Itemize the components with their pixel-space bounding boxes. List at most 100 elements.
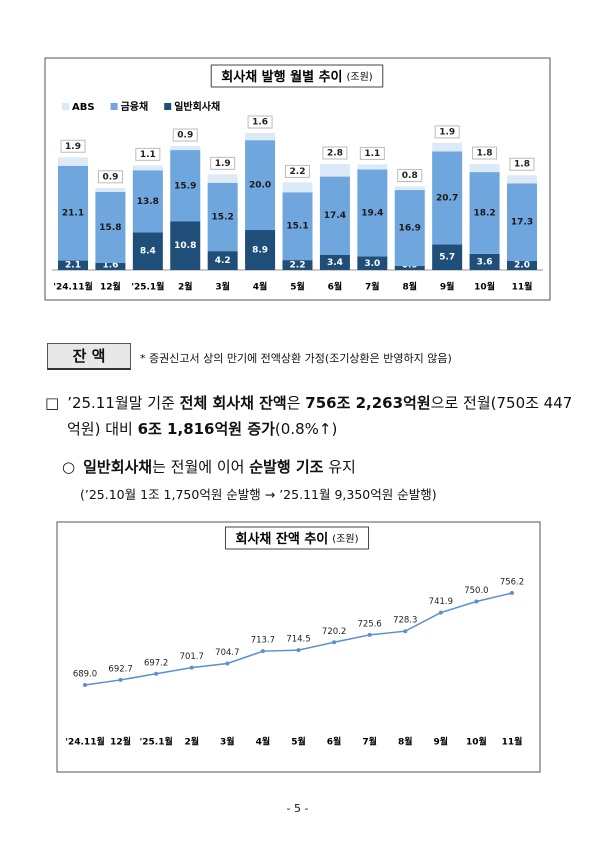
x-tick-label: 4월	[253, 281, 268, 293]
point	[438, 610, 443, 615]
legend-swatch	[110, 103, 118, 110]
bar-segment	[319, 163, 350, 177]
title-unit: (조원)	[347, 71, 373, 83]
bar-segment	[132, 232, 163, 270]
value-label: 1.8	[477, 148, 493, 158]
x-tick-label: 11월	[512, 281, 533, 293]
x-tick-label: 11월	[502, 736, 523, 748]
value-label: 3.0	[364, 259, 380, 269]
value-label: 1.9	[215, 159, 231, 169]
value-label: 1.9	[65, 142, 81, 152]
point	[367, 632, 372, 637]
x-tick-label: 7월	[365, 281, 380, 293]
x-tick-label: 2월	[178, 281, 193, 293]
label-box	[97, 170, 123, 184]
bar-segment	[95, 262, 126, 270]
value-label: 2.8	[327, 148, 343, 158]
point	[154, 671, 159, 676]
label-box	[60, 139, 86, 153]
value-label: 756.2	[500, 578, 524, 588]
section-label: 잔 액	[47, 343, 131, 370]
value-label: 15.2	[212, 212, 234, 222]
value-label: 725.6	[357, 619, 381, 629]
value-label: 692.7	[108, 664, 132, 674]
bar-segment	[319, 176, 350, 255]
x-tick-label: '24.11월	[65, 736, 105, 748]
text-run: 전체 회사채 잔액	[179, 394, 287, 412]
bullet: □	[45, 394, 60, 412]
value-label: 3.4	[327, 258, 343, 268]
bar-segment	[507, 175, 537, 184]
text-run: 6조 1,816억원 증가	[137, 420, 275, 438]
bar-segment	[357, 169, 388, 257]
value-label: 15.8	[99, 223, 121, 233]
text-run: 은	[286, 394, 306, 412]
bar-segment	[507, 183, 537, 262]
value-label: 5.7	[439, 253, 455, 263]
value-label: 689.0	[73, 670, 97, 680]
bar-segment	[469, 172, 500, 254]
label-box	[359, 146, 385, 160]
point	[118, 677, 123, 682]
value-label: 1.8	[514, 160, 530, 170]
x-tick-label: 6월	[328, 281, 343, 293]
legend-swatch	[62, 103, 69, 110]
bar-segment	[207, 182, 238, 252]
x-tick-label: 4월	[256, 736, 271, 748]
x-tick-label: 10월	[474, 281, 495, 293]
text-run: (’25.10월 1조 1,750억원 순발행 → ’25.11월 9,350억…	[80, 487, 437, 502]
label-box	[247, 115, 273, 129]
point	[189, 665, 194, 670]
value-label: 0.9	[102, 172, 118, 182]
text-run: 유지	[323, 458, 356, 476]
value-label: 720.2	[322, 627, 346, 637]
label-box	[397, 168, 423, 182]
bar-segment	[357, 256, 388, 270]
value-label: 701.7	[180, 652, 204, 662]
title-text: 회사채 발행 월별 추이	[221, 69, 342, 85]
bar-segment	[432, 142, 463, 152]
value-label: 20.7	[436, 193, 458, 203]
bar-segment	[132, 165, 163, 171]
title-box	[224, 526, 370, 550]
bar-segment	[394, 186, 425, 191]
value-label: 741.9	[429, 597, 453, 607]
label-box	[322, 146, 348, 160]
x-tick-label: '25.1월	[131, 281, 164, 293]
text-run: 756조 2,263억원	[305, 394, 431, 412]
bar-segment	[357, 164, 388, 170]
text-run: ’25.11월말 기준	[67, 394, 180, 412]
value-label: 0.8	[402, 171, 418, 181]
value-label: 750.0	[464, 586, 488, 596]
value-label: 21.1	[62, 209, 84, 219]
bar-segment	[245, 140, 276, 231]
label-box	[472, 146, 498, 160]
point	[474, 599, 479, 604]
bar-segment	[95, 191, 126, 263]
bar-segment	[132, 170, 163, 233]
value-label: 714.5	[286, 635, 310, 645]
label-box	[434, 125, 460, 139]
value-label: 13.8	[137, 197, 159, 207]
bar-segment	[170, 221, 201, 270]
bar-segment	[95, 187, 126, 192]
bar-segment	[394, 190, 425, 266]
bar-segment	[319, 254, 350, 270]
page-number: - 5 -	[286, 802, 309, 815]
bar-segment	[207, 174, 238, 183]
bar-segment	[58, 165, 88, 261]
x-tick-label: '24.11월	[53, 281, 93, 293]
value-label: 1.1	[364, 149, 380, 159]
label-box	[210, 156, 236, 170]
value-label: 2.2	[290, 261, 306, 271]
paragraph: □ ’25.11월말 기준 전체 회사채 잔액은 756조 2,263억원으로 전…	[45, 390, 582, 442]
x-tick-label: 12월	[110, 736, 131, 748]
x-tick-label: 6월	[327, 736, 342, 748]
legend-label: ABS	[72, 102, 95, 113]
value-label: 4.2	[215, 256, 231, 266]
value-label: 1.6	[252, 118, 268, 128]
point	[260, 649, 265, 654]
point	[225, 661, 230, 666]
value-label: 8.4	[140, 247, 156, 257]
